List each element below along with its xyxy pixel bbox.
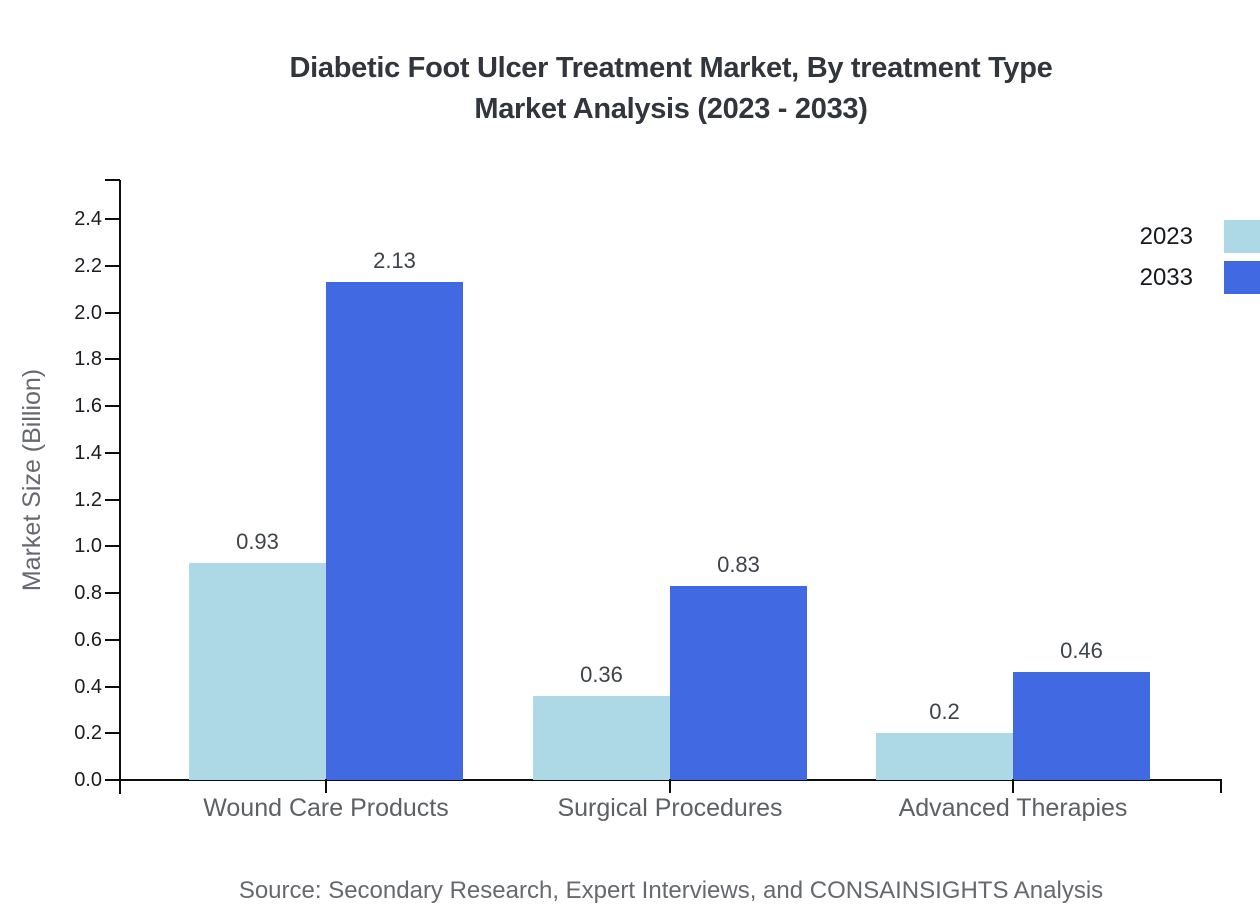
category-label: Advanced Therapies xyxy=(898,794,1128,822)
y-tick-mark xyxy=(105,779,120,781)
value-label: 0.83 xyxy=(717,551,760,577)
chart-title-line1: Diabetic Foot Ulcer Treatment Market, By… xyxy=(289,52,1053,84)
y-axis-line xyxy=(119,180,121,794)
y-tick-label: 0.0 xyxy=(74,769,102,791)
y-tick-label: 2.2 xyxy=(74,254,102,277)
y-tick-label: 1.2 xyxy=(74,488,102,511)
value-label: 0.46 xyxy=(1060,638,1103,664)
y-tick-mark xyxy=(105,498,120,501)
y-tick-mark xyxy=(105,592,120,594)
bar-2033 xyxy=(670,585,807,780)
y-tick-label: 2.0 xyxy=(74,301,102,324)
y-tick-label: 1.4 xyxy=(74,441,102,464)
x-axis-line xyxy=(105,779,1222,781)
y-tick-label: 0.8 xyxy=(74,582,102,604)
legend-swatch-2023 xyxy=(1224,220,1260,253)
category-label: Wound Care Products xyxy=(203,794,449,822)
y-tick-label: 2.4 xyxy=(74,208,102,230)
value-label: 0.2 xyxy=(929,699,960,725)
bar-2033 xyxy=(1013,672,1150,780)
value-label: 2.13 xyxy=(373,248,416,274)
y-tick-label: 0.4 xyxy=(74,675,102,698)
y-tick-mark xyxy=(105,638,120,641)
chart-title-line2: Market Analysis (2023 - 2033) xyxy=(474,93,868,125)
y-tick-mark xyxy=(105,545,120,548)
chart-title: Diabetic Foot Ulcer Treatment Market, By… xyxy=(120,48,1222,130)
y-axis-title: Market Size (Billion) xyxy=(18,368,46,592)
x-tick-mark xyxy=(1012,779,1014,793)
y-tick-label: 1.8 xyxy=(74,348,102,371)
category-label: Surgical Procedures xyxy=(557,794,783,822)
y-tick-mark xyxy=(105,264,120,267)
y-tick-label: 1.0 xyxy=(74,535,102,558)
legend-item-label: 2033 xyxy=(1139,264,1193,291)
y-tick-mark xyxy=(105,685,120,688)
y-tick-mark xyxy=(105,405,120,407)
legend-item-label: 2023 xyxy=(1139,223,1193,250)
x-axis-end-cap xyxy=(1220,779,1222,793)
y-tick-label: 1.6 xyxy=(74,395,102,417)
bar-2023 xyxy=(533,695,670,780)
x-tick-mark xyxy=(325,779,327,793)
y-tick-mark xyxy=(105,732,120,735)
source-note: Source: Secondary Research, Expert Inter… xyxy=(238,877,1104,904)
x-tick-mark xyxy=(669,779,671,793)
y-tick-mark xyxy=(105,218,120,220)
value-label: 0.93 xyxy=(236,528,279,554)
y-tick-mark xyxy=(105,451,120,454)
bar-2023 xyxy=(189,562,326,780)
bar-2033 xyxy=(326,282,463,780)
bar-2023 xyxy=(876,733,1013,780)
y-tick-label: 0.2 xyxy=(74,722,102,745)
y-tick-mark xyxy=(105,358,120,361)
y-tick-mark xyxy=(105,311,120,314)
y-tick-label: 0.6 xyxy=(74,628,102,651)
y-axis-end-cap xyxy=(105,179,120,181)
value-label: 0.36 xyxy=(580,661,623,687)
legend-swatch-2033 xyxy=(1224,261,1260,294)
